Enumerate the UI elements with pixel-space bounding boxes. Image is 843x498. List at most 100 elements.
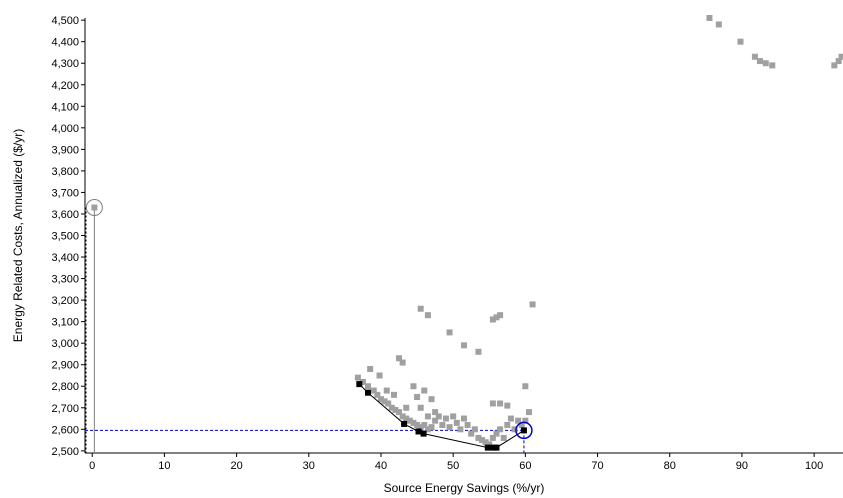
data-point — [432, 409, 439, 416]
data-point — [446, 424, 453, 431]
data-point — [497, 400, 504, 407]
y-tick-label: 3,200 — [51, 295, 79, 307]
pareto-point — [484, 444, 491, 451]
data-point — [831, 62, 838, 69]
data-point — [464, 422, 471, 429]
y-tick-label: 4,500 — [51, 15, 79, 27]
y-tick-label: 3,300 — [51, 274, 79, 286]
y-axis-title: Energy Related Costs, Annualized ($/yr) — [11, 129, 25, 342]
y-tick-label: 2,500 — [51, 446, 79, 458]
data-point — [399, 413, 406, 420]
data-point — [515, 417, 522, 424]
data-point — [414, 422, 421, 429]
data-point — [446, 329, 453, 336]
pareto-point — [356, 381, 363, 388]
data-point — [383, 387, 390, 394]
data-point — [522, 417, 529, 424]
data-point — [381, 398, 388, 405]
data-point — [769, 62, 776, 69]
data-point — [390, 391, 397, 398]
data-point — [497, 426, 504, 433]
x-tick-label: 10 — [158, 460, 170, 472]
data-point — [428, 424, 435, 431]
y-tick-label: 4,400 — [51, 37, 79, 49]
x-tick-label: 100 — [805, 460, 823, 472]
y-tick-label: 3,700 — [51, 187, 79, 199]
data-point — [482, 439, 489, 446]
scatter-points[interactable] — [91, 15, 843, 448]
data-point — [507, 415, 514, 422]
x-tick-label: 40 — [375, 460, 387, 472]
y-tick-label: 2,900 — [51, 360, 79, 372]
y-tick-label: 3,900 — [51, 144, 79, 156]
x-tick-label: 50 — [447, 460, 459, 472]
data-point — [504, 422, 511, 429]
data-point — [835, 58, 842, 65]
x-tick-label: 90 — [736, 460, 748, 472]
selected-point-marker — [515, 421, 533, 440]
y-tick-label: 3,000 — [51, 338, 79, 350]
data-point — [424, 426, 431, 433]
y-tick-label: 4,100 — [51, 101, 79, 113]
data-point — [392, 406, 399, 413]
data-point — [428, 396, 435, 403]
data-point — [91, 204, 98, 211]
reference-lines — [85, 207, 525, 453]
data-point — [432, 417, 439, 424]
y-tick-label: 3,500 — [51, 231, 79, 243]
y-tick-label: 4,000 — [51, 123, 79, 135]
data-point — [756, 58, 763, 65]
data-point — [370, 387, 377, 394]
data-point — [414, 394, 421, 401]
x-tick-label: 30 — [303, 460, 315, 472]
data-point — [762, 60, 769, 67]
data-point — [475, 434, 482, 441]
data-point — [399, 359, 406, 366]
data-point — [468, 430, 475, 437]
reference-point-marker — [85, 199, 103, 217]
x-tick-label: 60 — [519, 460, 531, 472]
data-point — [421, 422, 428, 429]
data-point — [489, 434, 496, 441]
data-point — [417, 424, 424, 431]
data-point — [424, 413, 431, 420]
data-point — [435, 413, 442, 420]
data-point — [751, 53, 758, 60]
data-point — [493, 314, 500, 321]
data-point — [453, 419, 460, 426]
data-point — [457, 426, 464, 433]
data-point — [471, 426, 478, 433]
x-tick-label: 0 — [89, 460, 95, 472]
data-point — [374, 391, 381, 398]
data-point — [529, 301, 536, 308]
y-tick-label: 3,800 — [51, 166, 79, 178]
data-point — [525, 409, 532, 416]
data-point — [518, 422, 525, 429]
markers[interactable] — [85, 199, 533, 440]
data-point — [406, 417, 413, 424]
data-point — [450, 413, 457, 420]
y-tick-label: 4,200 — [51, 80, 79, 92]
y-tick-label: 3,100 — [51, 317, 79, 329]
data-point — [364, 383, 371, 390]
data-point — [461, 342, 467, 349]
x-tick-label: 20 — [230, 460, 242, 472]
pareto-front[interactable] — [356, 381, 527, 451]
data-point — [388, 404, 395, 411]
y-tick-label: 2,600 — [51, 424, 79, 436]
data-point — [396, 355, 403, 362]
y-tick-label: 3,400 — [51, 252, 79, 264]
data-point — [417, 305, 424, 312]
data-point — [489, 400, 496, 407]
y-tick-label: 2,800 — [51, 381, 79, 393]
data-point — [396, 409, 403, 416]
data-point — [511, 426, 518, 433]
data-point — [421, 387, 428, 394]
data-point — [497, 312, 504, 319]
data-point — [403, 404, 410, 411]
data-point — [385, 400, 392, 407]
pareto-point — [493, 444, 500, 451]
data-point — [376, 372, 383, 379]
axes: 2,500 2,600 2,700 2,800 2,900 3,000 3,100 3,200… — [51, 15, 843, 472]
